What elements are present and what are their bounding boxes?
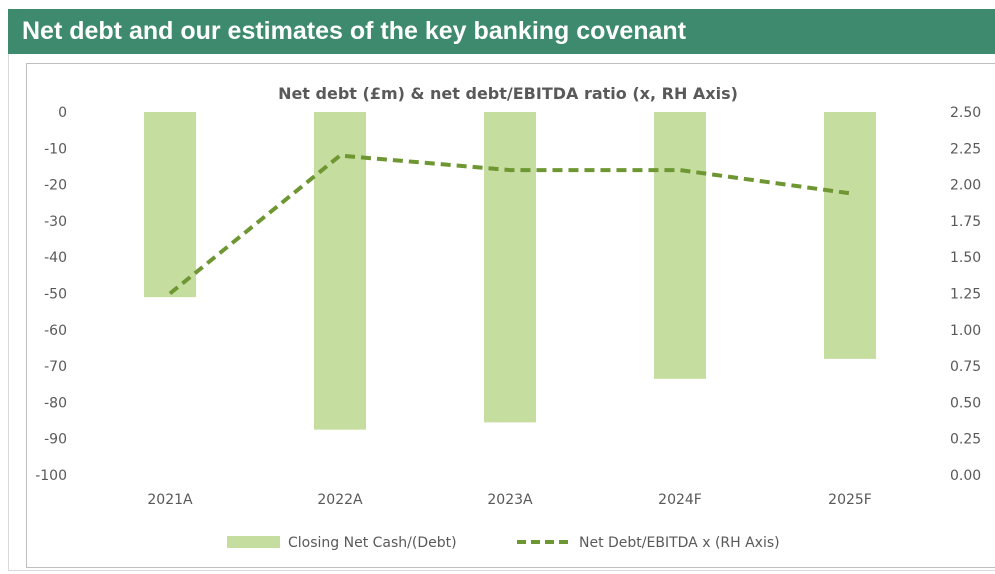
left-tick-label: -70 [44, 359, 67, 375]
legend: Closing Net Cash/(Debt) Net Debt/EBITDA … [227, 535, 780, 551]
x-tick-label: 2021A [147, 492, 193, 508]
left-tick-label: -20 [44, 178, 67, 194]
left-tick-label: -10 [44, 141, 67, 157]
left-axis: 0 -10 -20 -30 -40 -50 -60 -70 -80 -90 -100 [35, 105, 67, 484]
x-tick-label: 2023A [487, 492, 533, 508]
left-tick-label: 0 [58, 105, 67, 121]
right-tick-label: 2.25 [950, 141, 981, 157]
left-tick-label: -50 [44, 287, 67, 303]
right-tick-label: 1.50 [950, 250, 981, 266]
left-tick-label: -30 [44, 214, 67, 230]
left-tick-label: -100 [35, 468, 67, 484]
right-tick-label: 1.25 [950, 287, 981, 303]
bottom-border [8, 570, 995, 571]
bar-2021A [144, 112, 196, 298]
bar-series [144, 112, 876, 430]
right-tick-label: 0.00 [950, 468, 981, 484]
bar-2024F [654, 112, 706, 379]
left-tick-label: -80 [44, 395, 67, 411]
right-tick-label: 1.00 [950, 323, 981, 339]
chart-title: Net debt (£m) & net debt/EBITDA ratio (x… [278, 84, 738, 103]
right-tick-label: 2.50 [950, 105, 981, 121]
bar-2025F [824, 112, 876, 359]
x-tick-label: 2022A [317, 492, 363, 508]
right-tick-label: 1.75 [950, 214, 981, 230]
line-series [168, 153, 851, 296]
x-tick-label: 2024F [658, 492, 702, 508]
right-axis: 2.50 2.25 2.00 1.75 1.50 1.25 1.00 0.75 0.50 0.25… [950, 105, 981, 484]
header-title: Net debt and our estimates of the key ba… [22, 17, 687, 45]
x-axis: 2021A 2022A 2023A 2024F 2025F [147, 492, 871, 508]
legend-swatch-bar [227, 536, 280, 548]
header-bar: Net debt and our estimates of the key ba… [8, 9, 995, 54]
left-tick-label: -40 [44, 250, 67, 266]
legend-label-line: Net Debt/EBITDA x (RH Axis) [579, 535, 780, 551]
x-tick-label: 2025F [828, 492, 872, 508]
legend-label-bar: Closing Net Cash/(Debt) [288, 535, 457, 551]
bar-2022A [314, 112, 366, 430]
left-tick-label: -90 [44, 432, 67, 448]
right-tick-label: 2.00 [950, 178, 981, 194]
bar-2023A [484, 112, 536, 423]
right-tick-label: 0.75 [950, 359, 981, 375]
left-tick-label: -60 [44, 323, 67, 339]
right-tick-label: 0.25 [950, 432, 981, 448]
right-tick-label: 0.50 [950, 395, 981, 411]
left-border [8, 54, 9, 570]
